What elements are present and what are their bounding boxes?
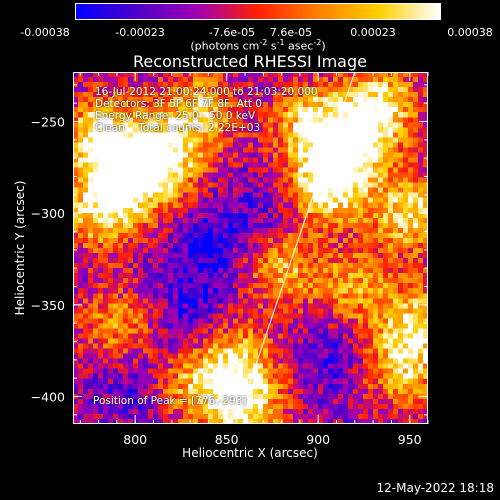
y-tick-label: −350 <box>31 298 65 313</box>
y-axis-label: Heliocentric Y (arcsec) <box>13 180 27 316</box>
peak-position-label: Position of Peak = [776,-293] <box>93 395 247 407</box>
energy-range-info: Energy Range: 25.0 - 50.0 keV <box>95 110 256 122</box>
x-tick-label: 800 <box>123 432 147 447</box>
plot-timestamp: 12-May-2022 18:18 <box>376 481 494 495</box>
colorbar-tick-label: -0.00038 <box>20 26 70 39</box>
x-axis-label: Heliocentric X (arcsec) <box>182 446 318 460</box>
x-tick-label: 850 <box>215 432 239 447</box>
solar-limb-line <box>235 71 356 425</box>
colorbar-legend: -0.00038 -0.00023 -7.6e-05 7.6e-05 0.000… <box>0 0 500 60</box>
x-tick-label: 900 <box>306 432 330 447</box>
colorbar-tick-label: -0.00023 <box>115 26 165 39</box>
colorbar-units-label: (photons cm-2 s-1 asec-2) <box>190 38 326 53</box>
plot-frame <box>73 72 428 424</box>
colorbar-tick-label: 0.00023 <box>350 26 396 39</box>
y-tick-label: −250 <box>31 115 65 130</box>
y-tick-label: −400 <box>31 390 65 405</box>
detectors-info: Detectors: 3F 5F 6F 7F 8F, Att 0 <box>95 98 262 110</box>
colorbar-tick-label: 7.6e-05 <box>269 26 313 39</box>
clean-total-counts-info: Clean Total counts: 2.22E+03 <box>95 122 261 134</box>
x-tick-label: 950 <box>398 432 422 447</box>
chart-title: Reconstructed RHESSI Image <box>133 52 367 71</box>
plot-axes: 800 850 900 950 −250 −300 −350 −400 <box>31 71 429 447</box>
colorbar-tick-label: -7.6e-05 <box>208 26 256 39</box>
colorbar-tick-label: 0.00038 <box>447 26 493 39</box>
colorbar-gradient <box>75 3 441 20</box>
plot-area: 800 850 900 950 −250 −300 −350 −400 16-Jul-2012… <box>31 71 429 447</box>
observation-time-range: 16-Jul-2012 21:00:24.000 to 21:03:20.000 <box>95 86 318 98</box>
y-tick-label: −300 <box>31 206 65 221</box>
heatmap-image <box>73 72 428 424</box>
